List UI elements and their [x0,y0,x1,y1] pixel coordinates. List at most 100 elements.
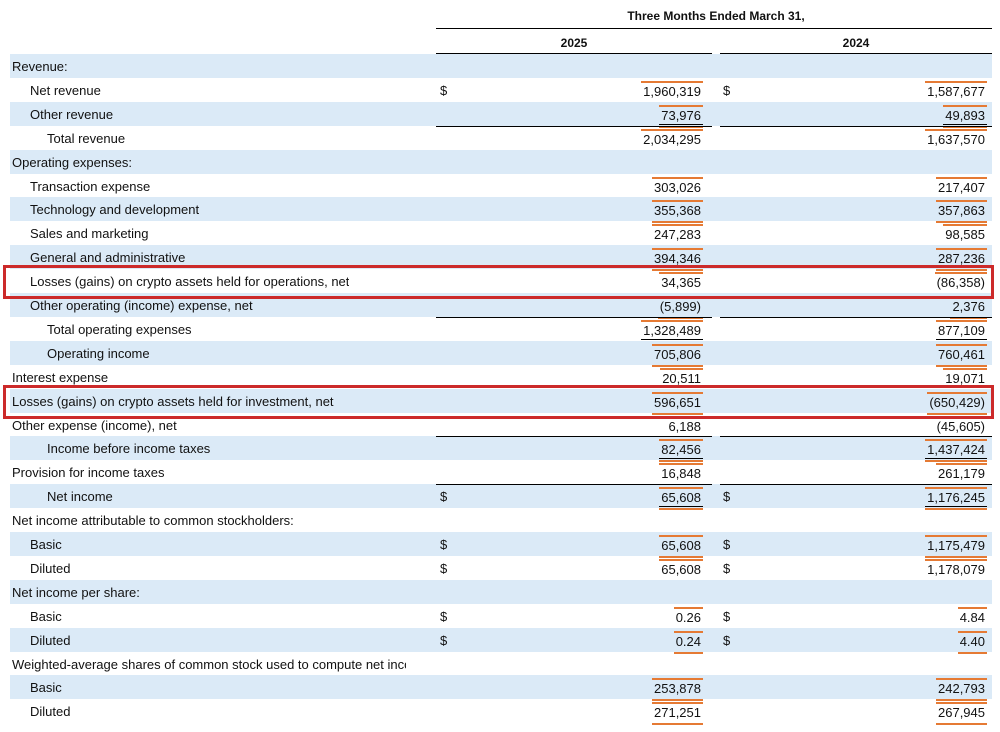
row-label: Net income per share: [12,584,140,600]
highlight-box-investment [3,385,994,419]
currency-symbol-2025: $ [440,537,448,552]
value-2025: 1,960,319 [641,80,703,104]
table-row: Operating expenses: [10,149,992,174]
table-row: Net revenue $ $1,960,319 1,587,677 [10,78,992,104]
table-row: Total operating expenses 1,328,489 877,109 [10,317,992,343]
subtotal-rule [720,484,992,486]
value-2025: 0.24 [673,630,704,654]
row-label: Provision for income taxes [12,465,165,481]
row-label: Sales and marketing [30,226,149,242]
subtotal-rule [720,436,992,438]
table-row: Losses (gains) on crypto assets held for… [10,388,992,415]
value-2024: 760,461 [936,343,987,367]
row-label: Basic [30,680,62,696]
table-row: Losses (gains) on crypto assets held for… [10,269,992,296]
value-2024: 1,176,245 [925,487,987,511]
row-label: Net income attributable to common stockh… [12,513,294,529]
value-2024: 49,893 [943,104,987,128]
value-2024: 4.40 [957,630,988,654]
value-2024: 1,587,677 [925,80,987,104]
row-label: Interest expense [12,369,109,385]
row-label: Income before income taxes [47,441,211,457]
value-2024: 1,437,424 [925,439,987,463]
column-header-2025: 2025 [560,36,588,50]
value-2024: 19,071 [943,367,987,391]
table-row: Basic $ $0.26 4.84 [10,604,992,630]
currency-symbol-2024: $ [723,82,731,98]
value-2025: 303,026 [652,176,703,200]
value-2024: 287,236 [936,248,987,272]
row-label: Net income [47,489,113,505]
row-label: Basic [30,608,62,624]
value-2025: 271,251 [652,702,703,726]
value-2024: 1,178,079 [925,558,987,582]
highlight-box-operations [3,265,994,299]
value-2025: 65,608 [659,487,703,511]
table-row: Diluted $ $65,608 1,178,079 [10,556,992,582]
table-row: Basic 253,878 242,793 [10,675,992,702]
row-label: Other expense (income), net [12,417,177,433]
value-2024: 357,863 [936,200,987,224]
value-2025: 1,328,489 [641,319,703,343]
row-label: General and administrative [30,250,186,266]
value-2025: 16,848 [659,463,703,487]
value-2025: 0.26 [673,606,704,630]
row-label: Diluted [30,560,71,576]
row-label: Other revenue [30,106,114,122]
table-row: Operating income 705,806 760,461 [10,340,992,367]
currency-symbol-2025: $ [440,489,448,505]
row-label: Losses (gains) on crypto assets held for… [12,393,334,409]
value-2025: 253,878 [652,678,703,702]
row-label: Basic [30,537,62,552]
value-2024: 217,407 [936,176,987,200]
value-2024: 1,175,479 [925,535,987,558]
table-row: Provision for income taxes 16,848 261,179 [10,460,992,487]
table-row: Total revenue 2,034,295 1,637,570 [10,126,992,152]
value-2025: 65,608 [659,558,703,582]
row-label: Net revenue [30,82,101,98]
row-label: Operating expenses: [12,154,132,170]
row-label: Other operating (income) expense, net [30,298,253,313]
table-row: Basic $ $65,608 1,175,479 [10,532,992,558]
value-2024: 877,109 [936,319,987,343]
row-label: Revenue: [12,59,68,74]
currency-symbol-2024: $ [723,608,731,624]
table-row: Revenue: [10,54,992,78]
currency-symbol-2025: $ [440,632,448,648]
row-label: Technology and development [30,202,200,218]
table-row: Sales and marketing 247,283 98,585 [10,221,992,248]
currency-symbol-2024: $ [723,537,731,552]
value-2024: 242,793 [936,678,987,702]
value-2025: 247,283 [652,224,703,248]
value-2025: 394,346 [652,248,703,272]
currency-symbol-2025: $ [440,82,448,98]
row-label: Losses (gains) on crypto assets held for… [30,274,350,290]
row-label: Diluted [30,632,71,648]
value-2024: 4.84 [957,606,988,630]
subtotal-rule [436,484,712,486]
value-2024: (650,429) [927,391,987,415]
table-row: Transaction expense 303,026 217,407 [10,174,992,200]
row-label: Weighted-average shares of common stock … [12,656,406,672]
row-label: Total operating expenses [47,321,192,337]
table-row: Other expense (income), net 6,188 (45,605) [10,413,992,439]
table-row: Diluted 271,251 267,945 [10,699,992,726]
subtotal-rule [436,316,712,318]
period-header: Three Months Ended March 31, [627,9,805,23]
subtotal-rule [720,125,992,127]
subtotal-rule [720,316,992,318]
table-row: Diluted $ $0.24 4.40 [10,627,992,654]
currency-symbol-2024: $ [723,489,731,505]
value-2025: 2,034,295 [641,128,703,152]
column-header-rule-2024 [720,53,992,54]
currency-symbol-2024: $ [723,560,731,576]
table-row: Income before income taxes 82,456 1,437,42… [10,436,992,463]
value-2025: 65,608 [659,535,703,558]
value-2024: 267,945 [936,702,987,726]
period-header-rule [436,28,992,29]
row-label: Diluted [30,704,71,720]
subtotal-rule [436,125,712,127]
table-row: Interest expense 20,511 19,071 [10,365,992,391]
value-2025: 20,511 [660,367,703,391]
value-2025: 705,806 [652,343,703,367]
